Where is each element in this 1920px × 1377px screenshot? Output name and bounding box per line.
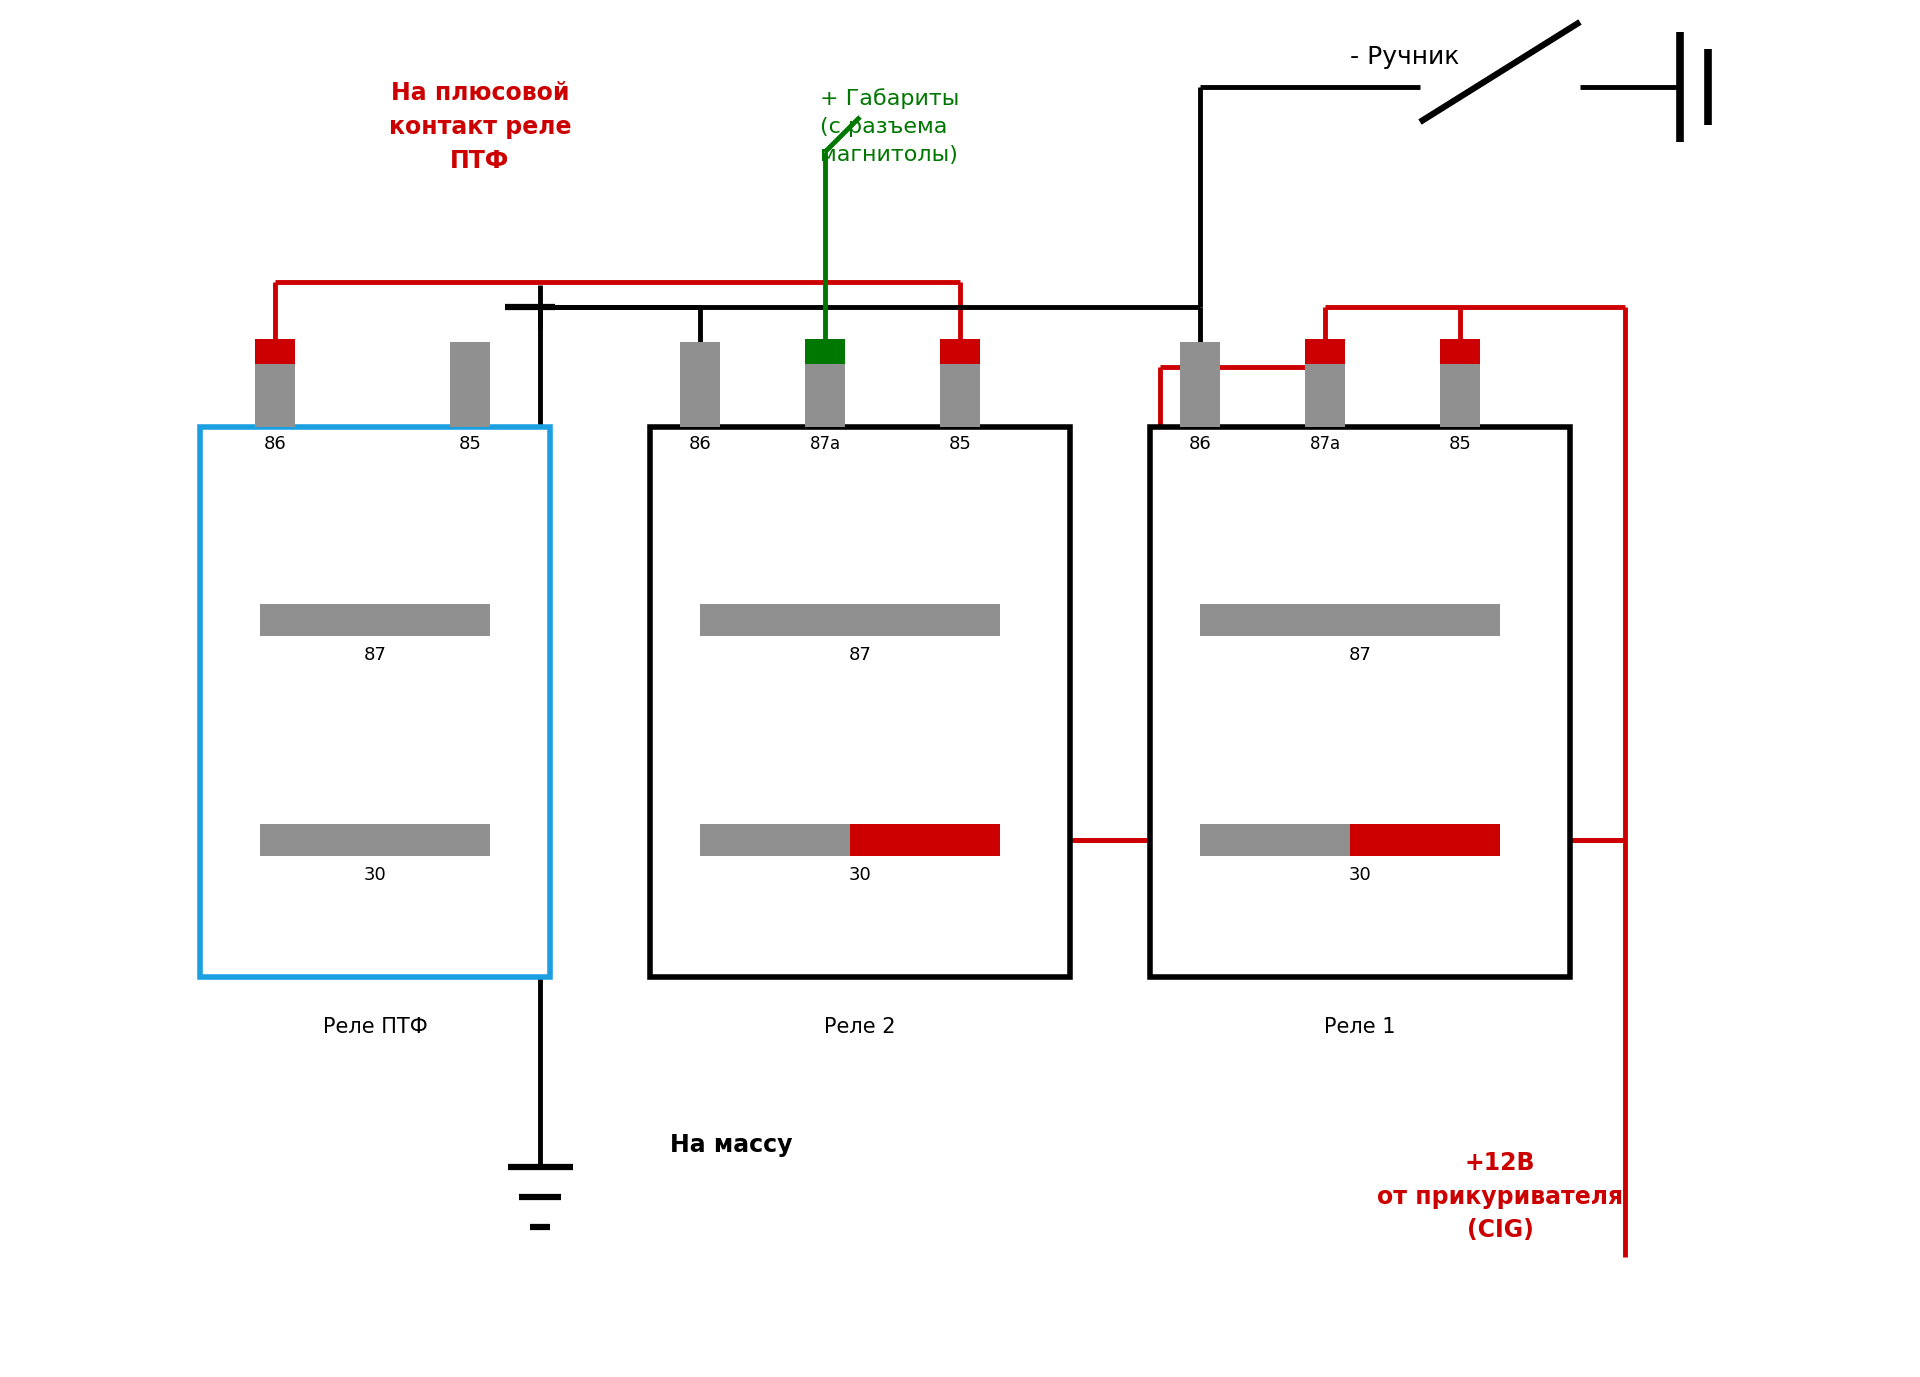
Bar — [1440, 339, 1480, 364]
Bar — [255, 339, 296, 364]
Bar — [1181, 341, 1219, 427]
Text: На массу: На массу — [670, 1133, 793, 1157]
Bar — [1306, 341, 1346, 427]
Text: На плюсовой
контакт реле
ПТФ: На плюсовой контакт реле ПТФ — [388, 81, 572, 172]
Bar — [1440, 341, 1480, 427]
Text: Реле 1: Реле 1 — [1325, 1018, 1396, 1037]
Text: 87: 87 — [1348, 646, 1371, 664]
Bar — [255, 341, 296, 427]
Bar — [1200, 605, 1500, 636]
Bar — [1350, 823, 1500, 856]
Bar — [651, 427, 1069, 978]
Text: 30: 30 — [1348, 866, 1371, 884]
Bar — [701, 605, 1000, 636]
Text: 30: 30 — [363, 866, 386, 884]
Bar — [701, 823, 1000, 856]
Text: 85: 85 — [1448, 435, 1471, 453]
Bar — [941, 341, 979, 427]
Bar — [259, 823, 490, 856]
Text: 87: 87 — [363, 646, 386, 664]
Text: 87а: 87а — [1309, 435, 1340, 453]
Text: 86: 86 — [1188, 435, 1212, 453]
Text: 86: 86 — [263, 435, 286, 453]
Bar — [1200, 823, 1500, 856]
Text: 87: 87 — [849, 646, 872, 664]
Bar — [941, 339, 979, 364]
Bar — [259, 605, 490, 636]
Text: 30: 30 — [849, 866, 872, 884]
Bar — [1306, 339, 1346, 364]
Text: 86: 86 — [689, 435, 712, 453]
Bar — [200, 427, 549, 978]
Bar — [449, 341, 490, 427]
Bar — [804, 341, 845, 427]
Bar — [851, 823, 1000, 856]
Bar — [680, 341, 720, 427]
Text: 87а: 87а — [810, 435, 841, 453]
Bar — [1150, 427, 1571, 978]
Text: Реле ПТФ: Реле ПТФ — [323, 1018, 428, 1037]
Bar — [804, 339, 845, 364]
Text: +12В
от прикуривателя
(CIG): +12В от прикуривателя (CIG) — [1377, 1151, 1622, 1242]
Text: 85: 85 — [948, 435, 972, 453]
Text: Реле 2: Реле 2 — [824, 1018, 897, 1037]
Text: - Ручник: - Ручник — [1350, 45, 1459, 69]
Text: 85: 85 — [459, 435, 482, 453]
Text: + Габариты
(с разъема
магнитолы): + Габариты (с разъема магнитолы) — [820, 88, 960, 165]
